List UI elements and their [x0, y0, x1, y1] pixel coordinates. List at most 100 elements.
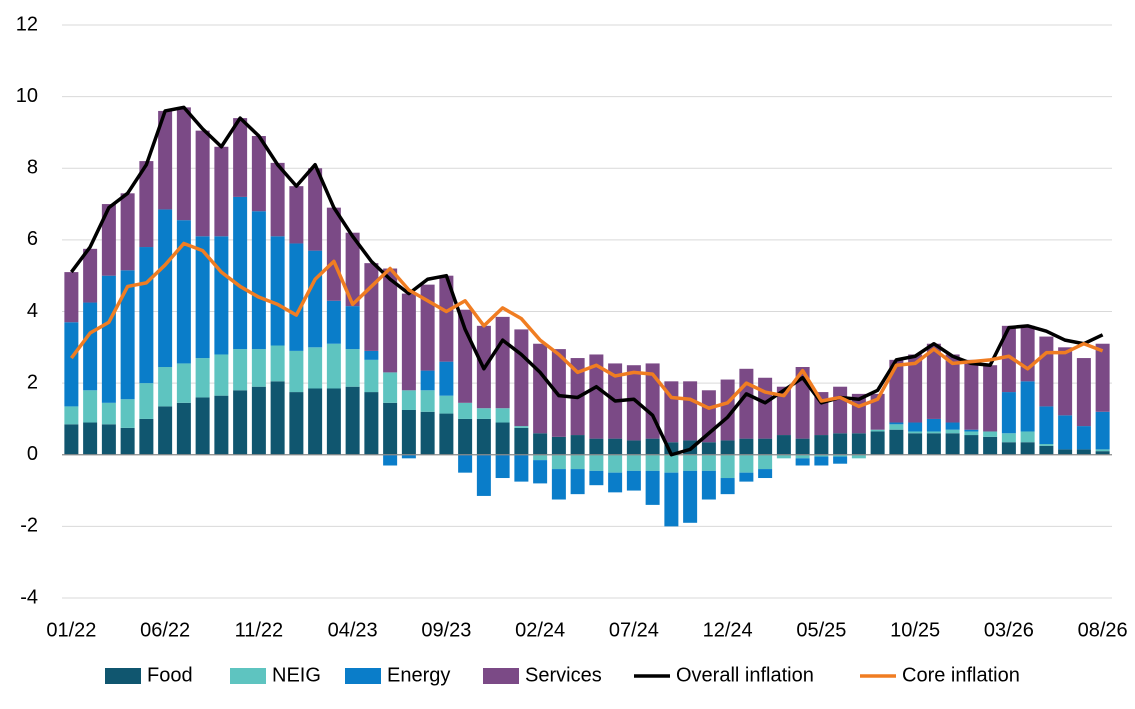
legend-label: Services [525, 664, 602, 686]
x-tick-label: 02/24 [515, 619, 565, 641]
bar-segment [551, 454, 566, 470]
bar-segment [101, 424, 116, 455]
bar-segment [795, 438, 810, 455]
bar-segment [983, 436, 998, 455]
bar-segment [814, 435, 829, 455]
bar-segment [533, 433, 548, 455]
bar-segment [833, 433, 848, 455]
bar-segment [364, 392, 379, 455]
bar-segment [626, 470, 641, 491]
line-series [69, 241, 1104, 410]
bar-segment [439, 361, 454, 396]
bar-segment [139, 247, 154, 384]
bar-segment [758, 454, 773, 470]
y-tick-label: 6 [27, 228, 38, 250]
bar-segment [251, 136, 266, 212]
bar-segment [945, 433, 960, 455]
bar-segment [214, 354, 229, 396]
bar-segment [326, 388, 341, 455]
bar-segment [289, 350, 304, 393]
bar-segment [964, 435, 979, 455]
bar-segment [195, 358, 210, 398]
bar-segment [1058, 347, 1073, 416]
bar-segment [495, 408, 510, 423]
bar-segment [101, 204, 116, 276]
bar-segment [945, 429, 960, 434]
legend-swatch [230, 668, 266, 684]
bar-segment [308, 250, 323, 348]
bar-segment [195, 236, 210, 359]
bar-segment [964, 359, 979, 430]
bar-segment [308, 388, 323, 455]
bar-segment [233, 196, 248, 350]
bar-segment [270, 345, 285, 382]
bar-segment [570, 435, 585, 455]
x-tick-label: 09/23 [421, 619, 471, 641]
bar-segment [214, 236, 229, 355]
bar-segment [514, 329, 529, 427]
bar-segment [251, 211, 266, 350]
bar-segment [870, 431, 885, 455]
bar-segment [926, 433, 941, 455]
bar-segment [1076, 426, 1091, 450]
bar-segment [945, 422, 960, 430]
bar-segment [1058, 449, 1073, 455]
bar-segment [758, 377, 773, 439]
bar-segment [964, 429, 979, 432]
bar-segment [345, 306, 360, 350]
bar-segment [214, 395, 229, 455]
bar-segment [120, 427, 135, 455]
bar-segment [401, 454, 416, 459]
x-tick-label: 12/24 [703, 619, 753, 641]
bar-segment [345, 232, 360, 307]
bar-segment [420, 284, 435, 371]
bar-segment [383, 402, 398, 455]
bar-segment [270, 381, 285, 455]
bar-segment [158, 110, 173, 210]
bar-segment [1020, 381, 1035, 432]
bar-segment [495, 422, 510, 455]
bar-segment [776, 454, 791, 459]
bar-segment [908, 354, 923, 423]
bar-segment [739, 368, 754, 439]
bar-segment [1001, 392, 1016, 434]
y-tick-label: 0 [27, 443, 38, 465]
legend-label: Food [147, 664, 193, 686]
bar-segment [383, 268, 398, 373]
bar-segment [1095, 449, 1110, 452]
bar-segment [795, 458, 810, 466]
legend-label: Energy [387, 664, 450, 686]
bar-segment [401, 390, 416, 410]
bar-segment [683, 454, 698, 471]
line-series [69, 105, 1104, 457]
y-tick-label: 4 [27, 300, 38, 322]
bar-segment [139, 418, 154, 455]
bar-segment [889, 429, 904, 455]
bar-segment [120, 270, 135, 400]
bar-segment [401, 409, 416, 455]
bar-segment [720, 440, 735, 455]
legend-label: Core inflation [902, 664, 1020, 686]
bar-segment [439, 413, 454, 455]
bar-segment [458, 309, 473, 403]
bar-segment [458, 402, 473, 419]
bar-segment [1020, 325, 1035, 382]
bar-segment [458, 454, 473, 473]
bar-segment [1076, 449, 1091, 455]
bar-segment [589, 454, 604, 471]
bar-segment [814, 456, 829, 466]
bar-segment [551, 436, 566, 455]
bar-segment [176, 220, 191, 364]
bar-segment [383, 372, 398, 403]
bar-segment [476, 418, 491, 455]
bar-segment [533, 454, 548, 461]
bar-segment [589, 354, 604, 439]
bar-segment [476, 408, 491, 419]
bar-segment [326, 207, 341, 301]
y-tick-label: -2 [20, 515, 38, 537]
legend-swatch [483, 668, 519, 684]
bar-segment [514, 454, 529, 482]
bar-segment [570, 469, 585, 495]
bar-segment [270, 162, 285, 237]
bar-segment [833, 386, 848, 434]
